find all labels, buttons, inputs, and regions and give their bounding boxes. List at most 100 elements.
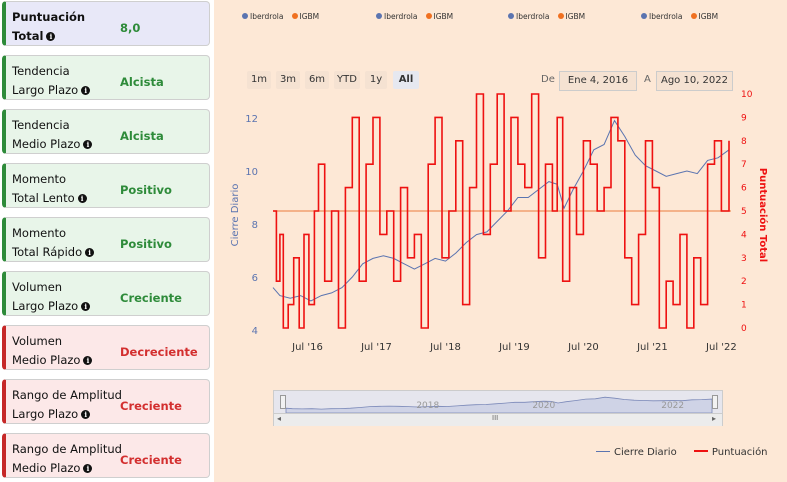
indicator-label-2: Total Rápido i [12, 245, 95, 259]
info-icon[interactable]: i [85, 248, 95, 257]
x-tick-label: Jul '17 [360, 342, 392, 353]
y-right-tick-label: 6 [741, 184, 747, 194]
y-right-axis-title: Puntuación Total [757, 168, 769, 262]
y-right-tick-label: 9 [741, 113, 747, 123]
range-button-all[interactable]: All [393, 71, 419, 89]
indicator-label-2: Largo Plazo i [12, 407, 91, 421]
indicator-label-2: Total Lento i [12, 191, 87, 205]
indicator-label-1: Tendencia [12, 64, 70, 78]
score-total-label-2: Total i [12, 29, 56, 43]
info-icon[interactable]: i [83, 140, 93, 149]
indicator-card: Rango de Amplitud Medio Plazo i Creciente [2, 433, 210, 478]
score-total-label-1: Puntuación [12, 10, 86, 24]
indicator-label-1: Volumen [12, 334, 63, 348]
series-cierre-diario-line[interactable] [272, 119, 730, 302]
y-right-tick-label: 1 [741, 301, 747, 311]
scroll-left-arrow-icon[interactable]: ◂ [277, 414, 282, 423]
legend-igbm-item[interactable]: IGBM [291, 12, 319, 21]
legend-iberdrola-item[interactable]: Iberdrola [376, 12, 418, 21]
to-date-input[interactable]: Ago 10, 2022 [656, 71, 733, 91]
indicator-label-1: Tendencia [12, 118, 70, 132]
chart-panel: Iberdrola IGBM Iberdrola IGBM Iberdrola IGBM I… [214, 0, 787, 482]
indicator-label-1: Momento [12, 172, 67, 186]
info-icon[interactable]: i [81, 410, 91, 419]
info-icon[interactable]: i [77, 194, 87, 203]
indicator-label-2: Medio Plazo i [12, 461, 93, 475]
top-legend: Iberdrola IGBM [376, 12, 453, 21]
info-icon[interactable]: i [46, 32, 56, 41]
indicator-card: Tendencia Medio Plazo i Alcista [2, 109, 210, 154]
indicator-value: Alcista [120, 75, 164, 89]
range-button-6m[interactable]: 6m [305, 71, 329, 89]
top-legend: Iberdrola IGBM [508, 12, 585, 21]
navigator[interactable]: 2018 2020 2022 ◂ III ▸ [273, 390, 723, 426]
indicator-label-2: Medio Plazo i [12, 353, 93, 367]
scroll-right-arrow-icon[interactable]: ▸ [712, 414, 717, 423]
legend-iberdrola-item[interactable]: Iberdrola [508, 12, 550, 21]
indicator-value: Alcista [120, 129, 164, 143]
y-left-tick-label: 4 [252, 326, 258, 337]
y-right-tick-label: 4 [741, 230, 747, 240]
navigator-label: 2018 [416, 401, 439, 411]
x-tick-label: Jul '19 [498, 342, 530, 353]
indicator-value: Creciente [120, 291, 182, 305]
x-tick-label: Jul '22 [705, 342, 737, 353]
range-button-1m[interactable]: 1m [247, 71, 271, 89]
score-total-card: Puntuación Total i 8,0 [2, 1, 210, 46]
y-left-tick-label: 8 [252, 220, 258, 231]
navigator-scrollbar[interactable]: ◂ III ▸ [274, 413, 722, 426]
indicator-value: Creciente [120, 453, 182, 467]
indicator-card: Momento Total Rápido i Positivo [2, 217, 210, 262]
info-icon[interactable]: i [81, 86, 91, 95]
bottom-legend: Cierre Diario Puntuación [596, 447, 768, 458]
info-icon[interactable]: i [83, 356, 93, 365]
info-icon[interactable]: i [83, 464, 93, 473]
top-legend: Iberdrola IGBM [641, 12, 718, 21]
legend-price-item[interactable]: Cierre Diario [596, 447, 677, 458]
y-right-tick-label: 10 [741, 90, 753, 100]
navigator-handle-left[interactable] [280, 395, 286, 409]
y-right-tick-label: 7 [741, 160, 747, 170]
navigator-label: 2020 [532, 401, 555, 411]
indicator-label-1: Rango de Amplitud [12, 442, 122, 456]
indicator-label-2: Medio Plazo i [12, 137, 93, 151]
score-total-value: 8,0 [120, 21, 141, 35]
indicator-card: Volumen Medio Plazo i Decreciente [2, 325, 210, 370]
legend-iberdrola-item[interactable]: Iberdrola [242, 12, 284, 21]
series-puntuacion-line[interactable] [273, 93, 730, 329]
legend-igbm-item[interactable]: IGBM [690, 12, 718, 21]
range-button-1y[interactable]: 1y [365, 71, 387, 89]
x-tick-label: Jul '20 [567, 342, 599, 353]
legend-igbm-item[interactable]: IGBM [425, 12, 453, 21]
y-right-tick-label: 3 [741, 254, 747, 264]
indicator-card: Volumen Largo Plazo i Creciente [2, 271, 210, 316]
indicator-value: Decreciente [120, 345, 198, 359]
indicator-value: Positivo [120, 237, 172, 251]
indicator-value: Positivo [120, 183, 172, 197]
legend-score-item[interactable]: Puntuación [693, 447, 768, 458]
indicator-label-2: Largo Plazo i [12, 299, 91, 313]
navigator-label: 2022 [661, 401, 684, 411]
scroll-grip-icon[interactable]: III [492, 414, 499, 422]
range-button-ytd[interactable]: YTD [334, 71, 360, 89]
y-left-axis-title: Cierre Diario [230, 184, 241, 247]
range-button-3m[interactable]: 3m [276, 71, 300, 89]
y-right-tick-label: 0 [741, 324, 747, 334]
y-right-tick-label: 8 [741, 137, 747, 147]
indicator-card: Momento Total Lento i Positivo [2, 163, 210, 208]
y-left-tick-label: 10 [245, 167, 258, 178]
indicator-label-1: Momento [12, 226, 67, 240]
info-icon[interactable]: i [81, 302, 91, 311]
indicator-card: Tendencia Largo Plazo i Alcista [2, 55, 210, 100]
navigator-handle-right[interactable] [712, 395, 718, 409]
legend-iberdrola-item[interactable]: Iberdrola [641, 12, 683, 21]
y-right-tick-label: 5 [741, 207, 747, 217]
from-date-input[interactable]: Ene 4, 2016 [559, 71, 637, 91]
y-left-tick-label: 6 [252, 273, 258, 284]
indicator-value: Creciente [120, 399, 182, 413]
legend-igbm-item[interactable]: IGBM [557, 12, 585, 21]
y-left-tick-label: 12 [245, 114, 258, 125]
top-legend: Iberdrola IGBM [242, 12, 319, 21]
y-right-tick-label: 2 [741, 277, 747, 287]
